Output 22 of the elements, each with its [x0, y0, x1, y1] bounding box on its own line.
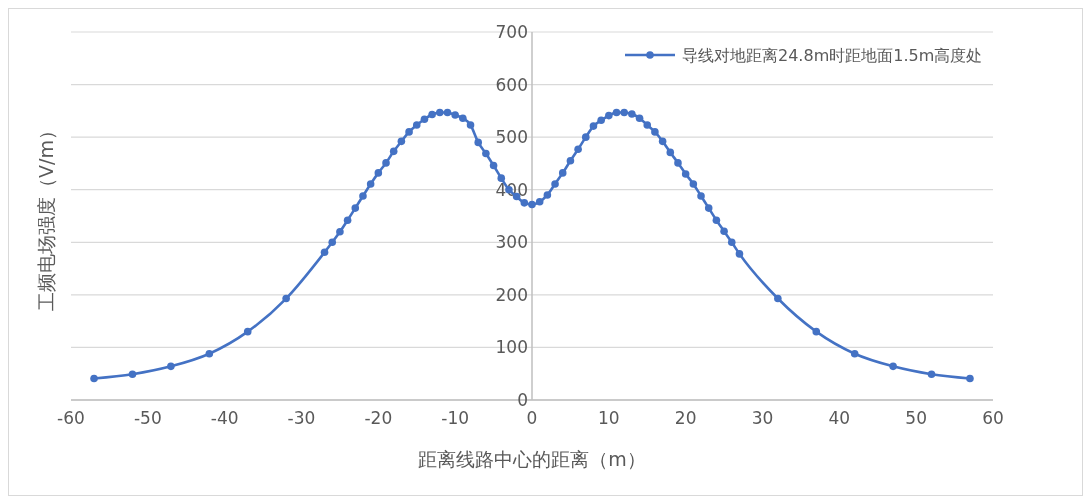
y-tick-label: 200	[495, 284, 528, 305]
legend-label: 导线对地距离24.8m时距地面1.5m高度处	[682, 45, 983, 65]
y-axis-title: 工频电场强度（V/m）	[35, 121, 57, 311]
x-tick-label: -60	[57, 408, 85, 428]
x-tick-label: 20	[674, 408, 697, 428]
x-tick-label: 10	[598, 408, 620, 428]
y-tick-label: 100	[495, 337, 528, 358]
x-tick-label: -20	[364, 408, 393, 428]
y-tick-label: 500	[495, 127, 528, 148]
x-tick-label: 50	[905, 408, 927, 428]
x-tick-label: -50	[133, 408, 162, 428]
x-tick-label: -40	[210, 408, 239, 428]
y-tick-label: 700	[495, 21, 528, 42]
x-tick-label: 30	[751, 408, 774, 428]
x-tick-label: 60	[982, 408, 1004, 428]
x-tick-label: -10	[441, 408, 470, 428]
y-tick-label: 600	[495, 74, 528, 95]
x-tick-label: -30	[287, 408, 316, 428]
y-tick-label: 300	[495, 232, 528, 253]
y-tick-label: 0	[517, 389, 528, 410]
x-axis-title: 距离线路中心的距离（m）	[418, 448, 646, 470]
x-tick-label: 40	[828, 408, 851, 428]
